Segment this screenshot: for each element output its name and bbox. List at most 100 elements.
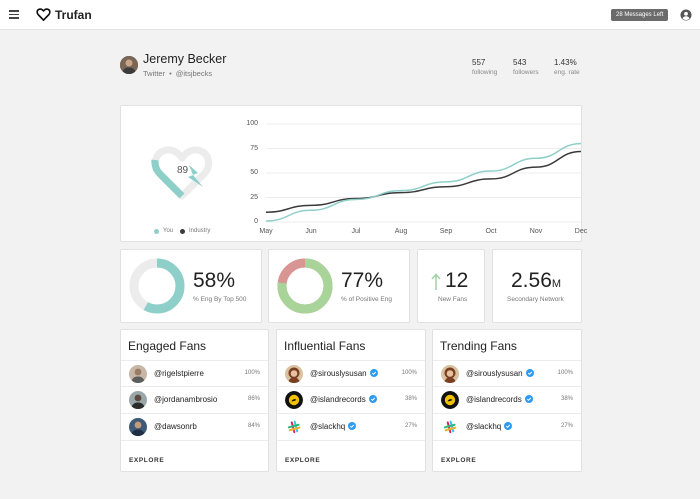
verified-badge-icon: [369, 369, 378, 377]
legend-you-swatch: [154, 228, 159, 234]
fan-handle-text[interactable]: @islandrecords: [466, 395, 522, 404]
series-line-you: [265, 142, 582, 222]
up-arrow-icon: [431, 273, 441, 290]
y-tick-label: 100: [246, 120, 258, 127]
stat-label: % Eng By Top 500: [193, 296, 247, 303]
verified-badge-icon: [525, 369, 534, 377]
fan-handle-text[interactable]: @sirouslysusan: [310, 369, 367, 378]
verified-badge-icon: [524, 395, 533, 403]
explore-link[interactable]: EXPLORE: [285, 457, 321, 464]
y-tick-label: 75: [250, 144, 258, 152]
person-avatar: [441, 365, 459, 383]
brand-name[interactable]: Trufan: [55, 8, 92, 22]
list-item[interactable]: @sirouslysusan 100%: [433, 360, 581, 387]
fan-percent: 38%: [404, 396, 417, 402]
messages-left-badge[interactable]: 28 Messages Left: [611, 9, 669, 21]
list-title: Engaged Fans: [128, 339, 207, 353]
following-value: 557: [472, 58, 486, 67]
account-icon[interactable]: [680, 9, 692, 21]
sentiment-ring-value-arc: [277, 258, 333, 314]
stat-value: 58%: [193, 269, 236, 292]
x-tick-label: Sep: [439, 228, 453, 235]
separator-dot: •: [169, 69, 172, 78]
stat-card-new-fans: 12 New Fans: [417, 249, 485, 323]
stat-suffix: M: [551, 278, 562, 290]
stat-label: New Fans: [438, 296, 468, 303]
profile-avatar: [120, 56, 138, 74]
x-tick-label: Jul: [351, 228, 361, 235]
slack-logo: [285, 418, 303, 436]
score-chart-card: 89 You Industry 100 75 50 25 0 May Jun Jul Aug Se…: [120, 105, 587, 243]
profile-name: Jeremy Becker: [143, 52, 227, 66]
legend-industry-swatch: [180, 228, 185, 234]
top-bar: Trufan 28 Messages Left: [0, 0, 700, 30]
list-item[interactable]: @dawsonrb 84%: [121, 414, 268, 441]
line-chart: 100 75 50 25 0 May Jun Jul Aug Sep Oct Nov Dec: [121, 106, 587, 243]
fan-handle[interactable]: @islandrecords: [466, 395, 533, 404]
fan-percent: 27%: [560, 423, 573, 429]
fan-handle[interactable]: @slackhq: [466, 422, 513, 431]
fan-percent: 100%: [401, 370, 417, 376]
following-stat: 557 following: [472, 58, 497, 76]
person-avatar: [285, 365, 303, 383]
fan-percent: 100%: [557, 370, 573, 376]
fan-handle-text[interactable]: @sirouslysusan: [466, 369, 523, 378]
fan-handle-text[interactable]: @slackhq: [466, 422, 502, 431]
fan-score-value: 89: [177, 165, 189, 176]
island-records-logo: [441, 391, 459, 409]
stat-card-secondary-network: 2.56M Secondary Network: [492, 249, 582, 323]
legend-you: You: [154, 228, 173, 234]
x-tick-label: May: [259, 228, 273, 235]
fan-handle[interactable]: @jordanambrosio: [154, 395, 218, 404]
verified-badge-icon: [504, 422, 513, 430]
fan-percent: 38%: [560, 396, 573, 402]
trending-fans-card: Trending Fans @sirouslysusan 100% @islan…: [432, 329, 582, 472]
fan-handle[interactable]: @sirouslysusan: [310, 369, 378, 378]
stat-label: Secondary Network: [507, 296, 564, 303]
list-item[interactable]: @slackhq 27%: [277, 414, 425, 441]
fan-handle-text[interactable]: @islandrecords: [310, 395, 366, 404]
list-item[interactable]: @rigelstpierre 100%: [121, 360, 268, 387]
island-records-logo: [285, 391, 303, 409]
engaged-fans-card: Engaged Fans @rigelstpierre 100% @jordan…: [120, 329, 269, 472]
explore-link[interactable]: EXPLORE: [129, 457, 165, 464]
engagement-ring-value-arc: [129, 258, 185, 314]
fan-handle-text[interactable]: @slackhq: [310, 422, 346, 431]
fan-handle[interactable]: @dawsonrb: [154, 422, 197, 431]
stat-card-sentiment: 77% % of Positive Eng: [268, 249, 410, 323]
stat-card-engagement: 58% % Eng By Top 500: [120, 249, 262, 323]
following-label: following: [472, 69, 498, 76]
x-tick-label: Nov: [529, 228, 543, 235]
verified-badge-icon: [348, 422, 357, 430]
y-tick-label: 25: [250, 193, 258, 201]
list-item[interactable]: @islandrecords 38%: [433, 387, 581, 414]
list-item[interactable]: @jordanambrosio 86%: [121, 387, 268, 414]
fan-percent: 100%: [244, 370, 260, 376]
fan-percent: 86%: [247, 396, 260, 402]
heart-logo-icon[interactable]: [36, 7, 51, 22]
fan-handle[interactable]: @slackhq: [310, 422, 357, 431]
x-tick-label: Aug: [394, 228, 408, 235]
person-avatar: [129, 418, 147, 436]
list-title: Trending Fans: [440, 339, 517, 353]
profile-network: Twitter: [143, 69, 166, 78]
list-title: Influential Fans: [284, 339, 366, 353]
fan-handle[interactable]: @rigelstpierre: [154, 369, 204, 378]
legend-you-label: You: [163, 228, 174, 234]
list-item[interactable]: @sirouslysusan 100%: [277, 360, 425, 387]
x-tick-label: Jun: [305, 228, 317, 235]
list-item[interactable]: @slackhq 27%: [433, 414, 581, 441]
y-tick-label: 0: [254, 218, 258, 225]
fan-handle[interactable]: @sirouslysusan: [466, 369, 534, 378]
verified-badge-icon: [368, 395, 377, 403]
followers-value: 543: [513, 58, 527, 67]
stat-value: 77%: [341, 269, 384, 292]
person-avatar: [129, 365, 147, 383]
eng-rate-label: eng. rate: [554, 69, 580, 76]
explore-link[interactable]: EXPLORE: [441, 457, 477, 464]
fan-handle[interactable]: @islandrecords: [310, 395, 377, 404]
line-chart-svg: [265, 123, 582, 223]
hamburger-menu-icon[interactable]: [9, 10, 19, 19]
legend-industry-label: Industry: [189, 228, 211, 234]
list-item[interactable]: @islandrecords 38%: [277, 387, 425, 414]
